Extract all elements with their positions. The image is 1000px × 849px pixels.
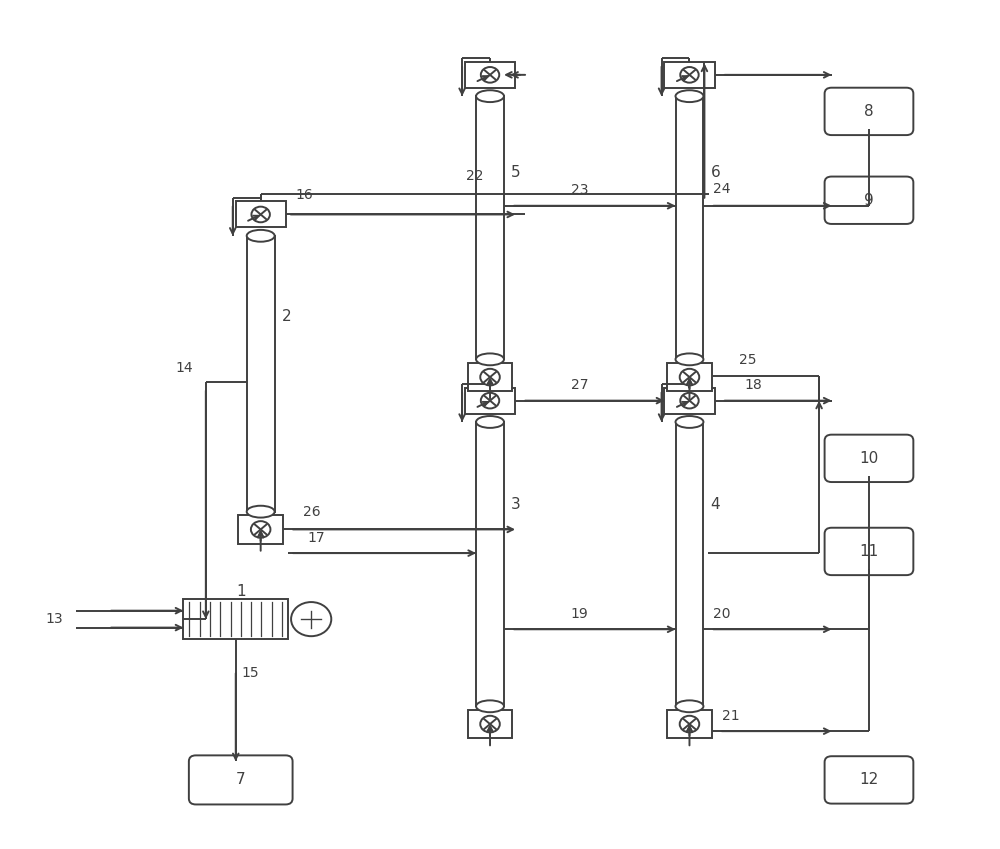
Text: 20: 20: [713, 607, 731, 621]
Ellipse shape: [476, 700, 504, 712]
Text: 14: 14: [175, 362, 193, 375]
Text: 3: 3: [511, 498, 521, 513]
Text: 11: 11: [859, 544, 879, 559]
Text: 7: 7: [236, 773, 246, 787]
FancyBboxPatch shape: [825, 435, 913, 482]
Text: 16: 16: [296, 188, 314, 202]
Bar: [465, 388, 515, 413]
FancyBboxPatch shape: [825, 528, 913, 575]
Text: 4: 4: [710, 498, 720, 513]
Bar: [676, 96, 703, 359]
FancyBboxPatch shape: [825, 756, 913, 804]
Circle shape: [480, 368, 500, 385]
FancyBboxPatch shape: [189, 756, 293, 805]
Text: 12: 12: [859, 773, 879, 787]
Bar: [476, 422, 504, 706]
Circle shape: [680, 67, 699, 82]
Text: 6: 6: [710, 166, 720, 180]
Text: 18: 18: [744, 378, 762, 392]
Ellipse shape: [676, 353, 703, 365]
Text: 19: 19: [571, 607, 589, 621]
Circle shape: [481, 393, 499, 408]
Bar: [183, 599, 288, 639]
Text: 27: 27: [571, 378, 589, 392]
Text: 23: 23: [571, 183, 589, 197]
Text: 8: 8: [864, 104, 874, 119]
FancyBboxPatch shape: [825, 177, 913, 224]
Ellipse shape: [676, 416, 703, 428]
Bar: [468, 363, 512, 391]
Bar: [247, 236, 275, 512]
Circle shape: [680, 716, 699, 733]
Text: 10: 10: [859, 451, 879, 466]
Text: 15: 15: [242, 666, 259, 680]
Text: 1: 1: [236, 583, 246, 599]
Bar: [238, 515, 283, 543]
FancyBboxPatch shape: [825, 87, 913, 135]
Text: 26: 26: [303, 505, 321, 520]
Bar: [676, 422, 703, 706]
Circle shape: [481, 67, 499, 82]
Bar: [468, 710, 512, 739]
Bar: [236, 201, 286, 228]
Text: 2: 2: [282, 309, 291, 323]
Bar: [476, 96, 504, 359]
Ellipse shape: [676, 700, 703, 712]
Circle shape: [480, 716, 500, 733]
Bar: [664, 62, 715, 88]
Bar: [465, 62, 515, 88]
Ellipse shape: [476, 353, 504, 365]
Ellipse shape: [247, 506, 275, 518]
Circle shape: [251, 521, 270, 537]
Circle shape: [680, 368, 699, 385]
Text: 24: 24: [713, 182, 731, 195]
Text: 25: 25: [739, 353, 757, 368]
Bar: [667, 363, 712, 391]
Bar: [664, 388, 715, 413]
Text: 9: 9: [864, 193, 874, 208]
Bar: [667, 710, 712, 739]
Text: 5: 5: [511, 166, 521, 180]
Text: 13: 13: [46, 612, 63, 626]
Ellipse shape: [476, 90, 504, 102]
Ellipse shape: [676, 90, 703, 102]
Circle shape: [291, 602, 331, 636]
Text: 17: 17: [308, 531, 326, 545]
Text: 22: 22: [466, 170, 484, 183]
Ellipse shape: [247, 230, 275, 242]
Circle shape: [251, 206, 270, 222]
Circle shape: [680, 393, 699, 408]
Text: 21: 21: [722, 709, 739, 722]
Ellipse shape: [476, 416, 504, 428]
